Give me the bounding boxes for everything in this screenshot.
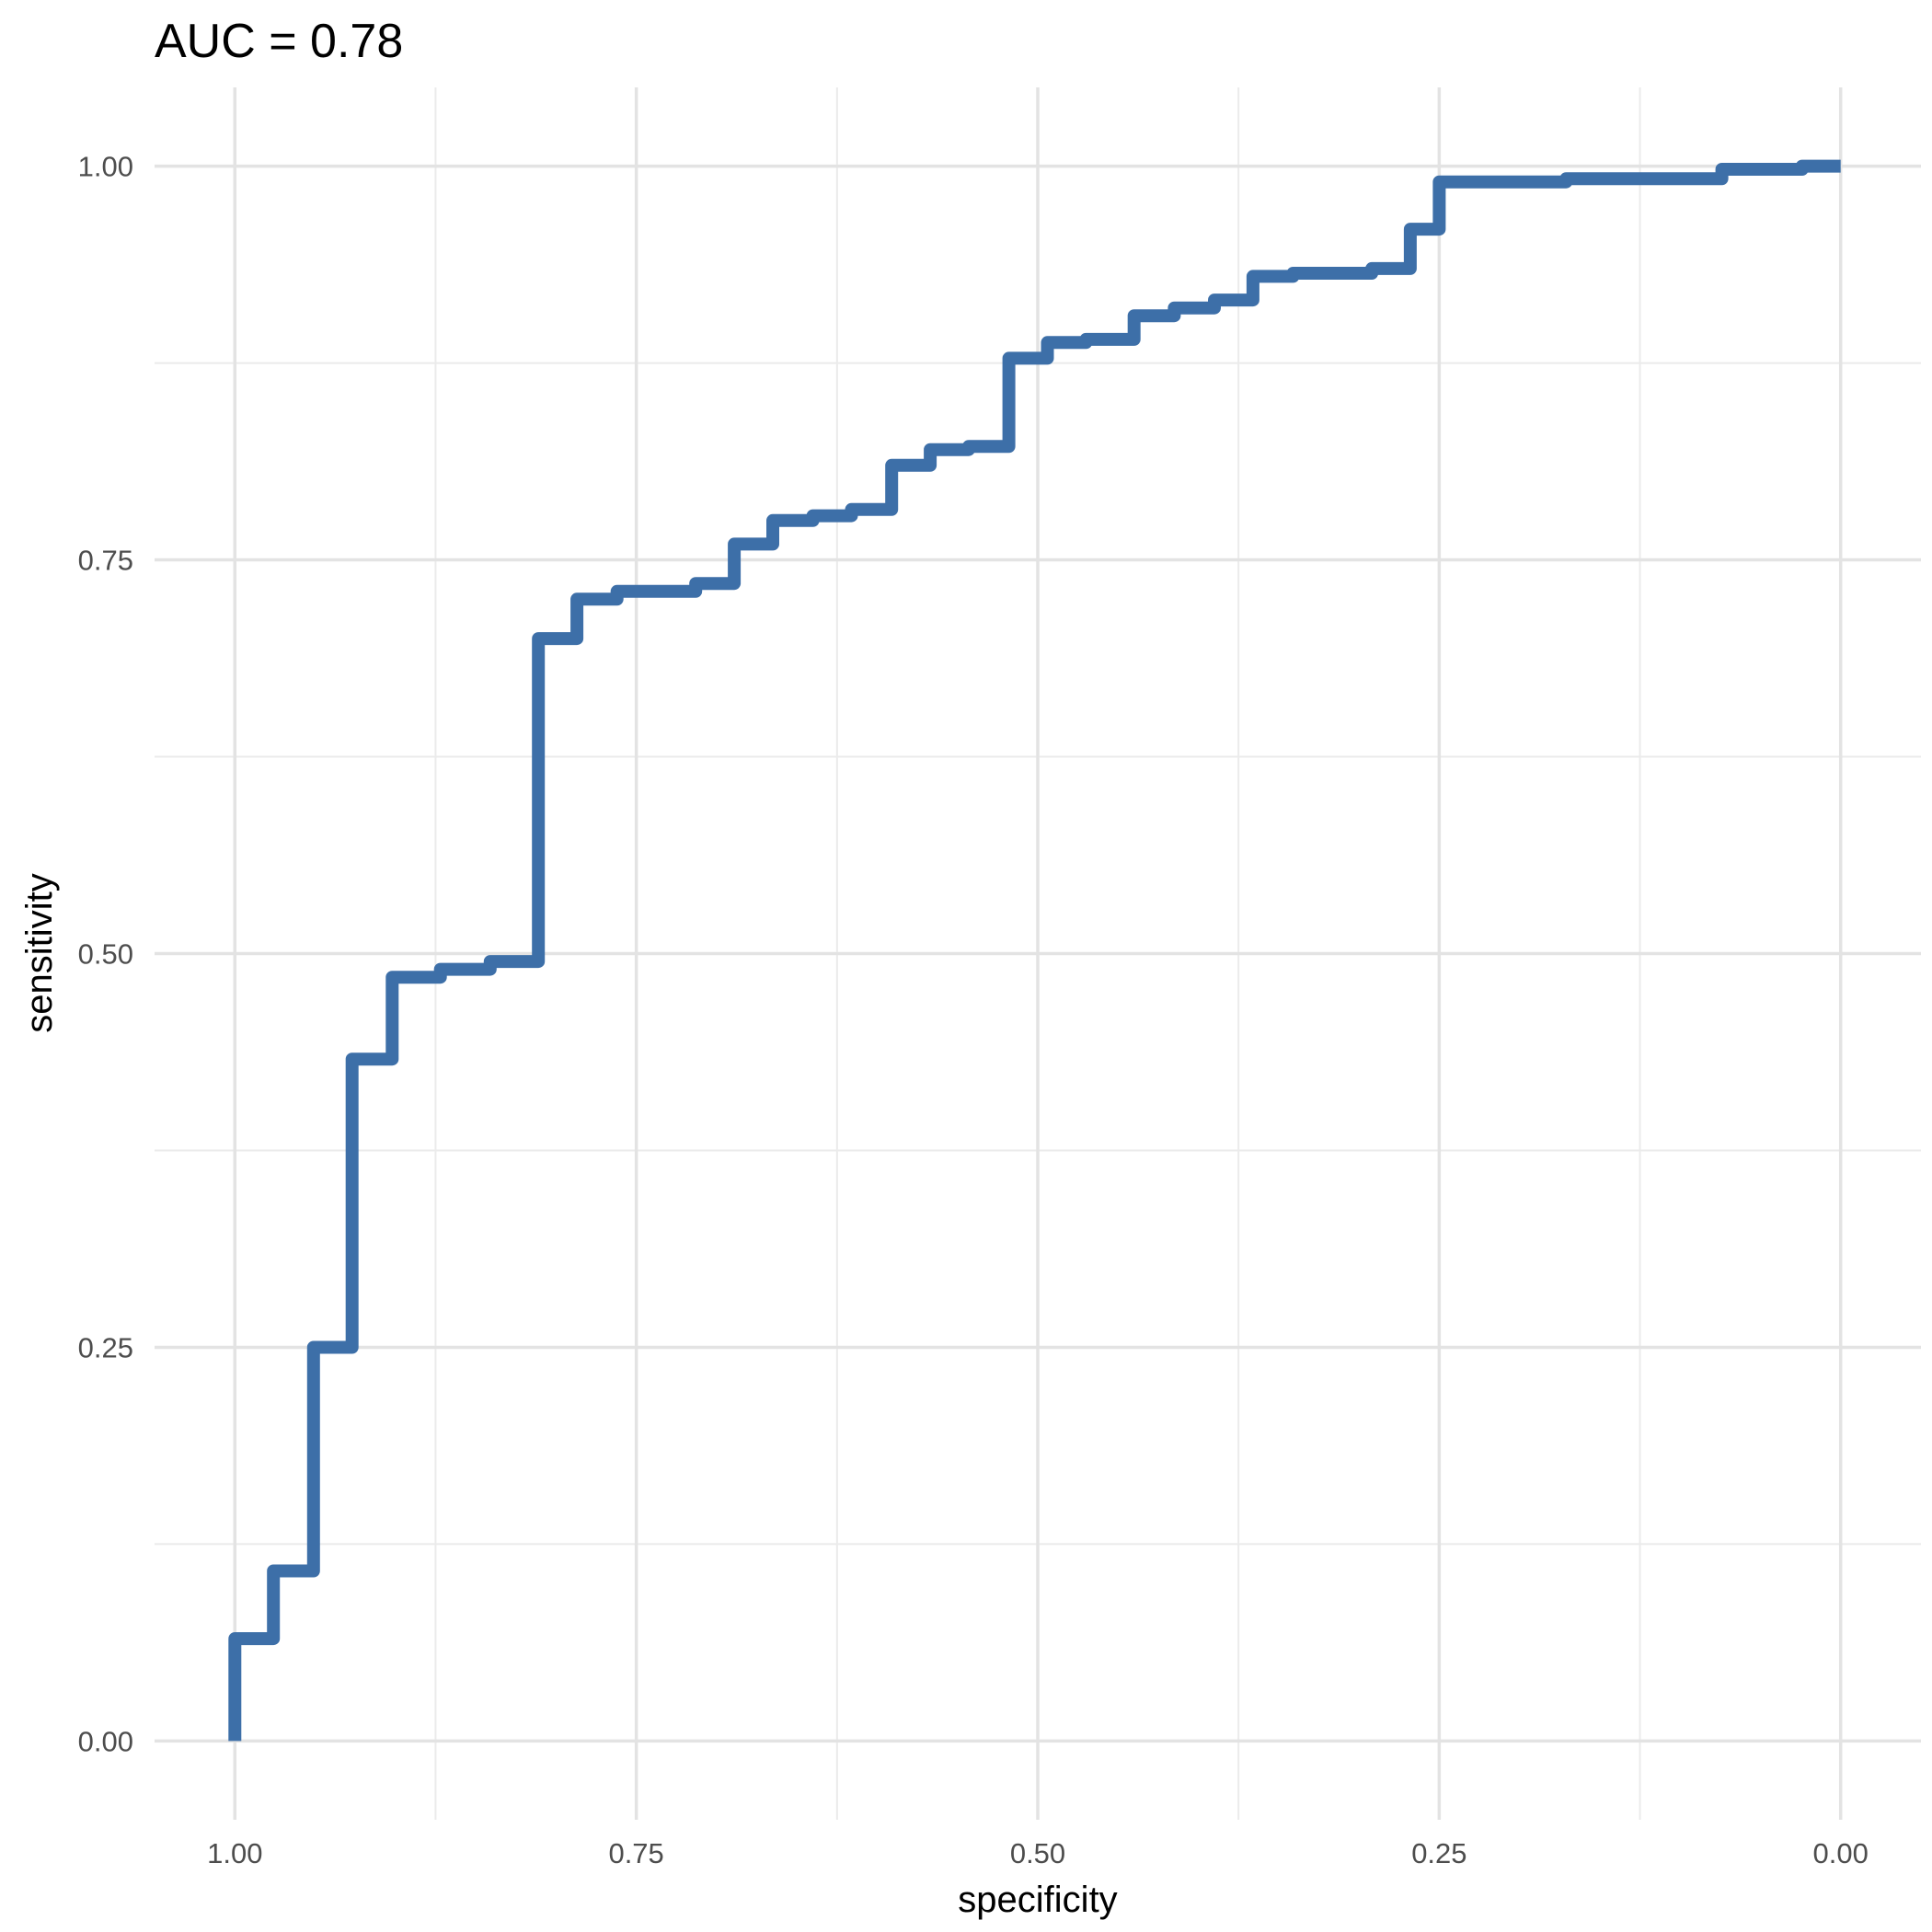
y-tick-label: 0.25 bbox=[78, 1331, 133, 1363]
y-tick-label: 0.50 bbox=[78, 938, 133, 971]
x-tick-label: 0.50 bbox=[1010, 1837, 1065, 1869]
y-axis-title: sensitivity bbox=[19, 873, 60, 1032]
x-tick-label: 0.25 bbox=[1411, 1837, 1466, 1869]
y-tick-labels: 0.00 0.25 0.50 0.75 1.00 bbox=[78, 151, 133, 1758]
y-tick-label: 0.75 bbox=[78, 545, 133, 577]
x-axis-title: specificity bbox=[958, 1880, 1117, 1920]
x-tick-label: 0.75 bbox=[608, 1837, 663, 1869]
series-layer bbox=[228, 159, 1841, 1742]
major-gridlines bbox=[155, 87, 1921, 1820]
y-tick-label: 1.00 bbox=[78, 151, 133, 183]
chart-title: AUC = 0.78 bbox=[155, 15, 403, 68]
x-tick-labels: 1.00 0.75 0.50 0.25 0.00 bbox=[207, 1837, 1869, 1869]
y-tick-label: 0.00 bbox=[78, 1725, 133, 1757]
x-tick-label: 0.00 bbox=[1813, 1837, 1869, 1869]
roc-curve-line bbox=[228, 159, 1841, 1742]
x-tick-label: 1.00 bbox=[207, 1837, 262, 1869]
